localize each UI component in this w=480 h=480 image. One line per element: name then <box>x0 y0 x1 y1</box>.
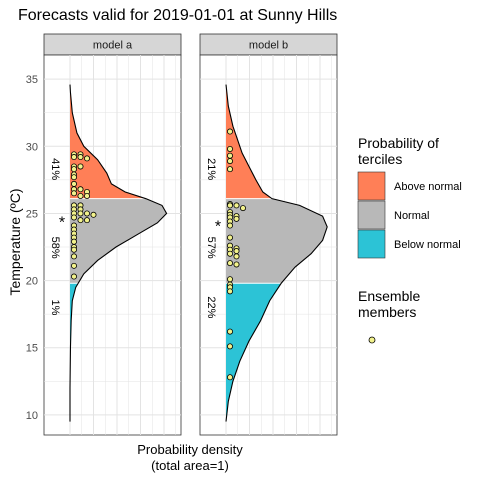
ensemble-member-point <box>233 202 240 209</box>
ensemble-member-point <box>77 154 84 161</box>
legend-member-marker <box>368 336 376 344</box>
legend-label-normal: Normal <box>394 210 429 222</box>
ensemble-member-point <box>71 214 78 221</box>
legend-label-below: Below normal <box>394 239 461 251</box>
density-area-above <box>70 84 146 199</box>
ensemble-member-point <box>77 163 84 170</box>
ensemble-member-point <box>71 154 78 161</box>
ensemble-member-point <box>226 250 233 257</box>
ensemble-mean-marker-model-b: * <box>215 219 221 236</box>
density-areas-model-b <box>225 84 328 422</box>
ensemble-member-point <box>84 155 91 162</box>
ensemble-member-point <box>226 166 233 173</box>
ensemble-member-point <box>226 328 233 335</box>
y-tick-label: 35 <box>26 74 38 86</box>
density-area-below <box>226 283 282 422</box>
ensemble-member-point <box>226 276 233 283</box>
ensemble-member-point <box>71 238 78 245</box>
ensemble-members-model-b <box>226 128 246 381</box>
ensemble-member-point <box>226 288 233 295</box>
legend: Probability of terciles Above normal Nor… <box>357 135 462 344</box>
ensemble-member-point <box>71 190 78 197</box>
ensemble-member-point <box>71 180 78 187</box>
ensemble-mean-marker-model-a: * <box>59 214 65 231</box>
density-curve <box>69 84 168 422</box>
ensemble-members-model-a <box>71 151 97 280</box>
ensemble-member-point <box>77 186 84 193</box>
tercile-labels-model-b: 21% 57% 22% * <box>205 158 221 319</box>
ensemble-member-point <box>226 343 233 350</box>
density-area-below <box>70 283 79 422</box>
ensemble-member-point <box>226 260 233 267</box>
tercile-label-above-model-a: 41% <box>49 158 61 180</box>
ensemble-member-point <box>226 145 233 152</box>
ensemble-member-point <box>233 253 240 260</box>
ensemble-member-point <box>226 202 233 209</box>
ensemble-member-point <box>71 174 78 181</box>
legend-swatch-below <box>357 229 386 259</box>
x-axis-title-line2: (total area=1) <box>151 458 229 473</box>
y-tick-label: 30 <box>26 141 38 153</box>
density-area-normal <box>70 198 167 284</box>
legend-title-line1: Probability of <box>358 135 439 151</box>
ensemble-member-point <box>239 205 246 212</box>
legend-members-title-line1: Ensemble <box>358 288 420 304</box>
ensemble-member-point <box>84 217 91 224</box>
x-axis-title-line1: Probability density <box>137 442 243 457</box>
strip-label-model-a: model a <box>93 40 133 52</box>
legend-label-above: Above normal <box>394 181 462 193</box>
ensemble-member-point <box>77 210 84 217</box>
ensemble-member-point <box>226 152 233 159</box>
ensemble-member-point <box>226 128 233 135</box>
ensemble-member-point <box>233 215 240 222</box>
ensemble-member-point <box>226 234 233 241</box>
legend-swatch-above <box>357 171 386 201</box>
panel-model-a: model a 41% 58% 1% * <box>43 33 182 436</box>
tercile-labels-model-a: 41% 58% 1% * <box>49 158 65 315</box>
ensemble-member-point <box>233 261 240 268</box>
ensemble-member-point <box>71 246 78 253</box>
ensemble-member-point <box>71 273 78 280</box>
tercile-label-below-model-a: 1% <box>49 299 61 315</box>
tercile-label-normal-model-b: 57% <box>205 237 217 259</box>
ensemble-member-point <box>71 262 78 269</box>
ensemble-member-point <box>90 211 97 218</box>
ensemble-member-point <box>84 192 91 199</box>
y-tick-label: 15 <box>26 343 38 355</box>
density-area-normal <box>226 198 328 284</box>
ensemble-member-point <box>226 222 233 229</box>
strip-label-model-b: model b <box>249 40 288 52</box>
ensemble-member-point <box>226 374 233 381</box>
ensemble-member-point <box>77 192 84 199</box>
legend-members-title-line2: members <box>358 304 416 320</box>
y-tick-label: 10 <box>26 410 38 422</box>
panel-model-b: model b 21% 57% 22% * <box>199 33 338 436</box>
y-tick-label: 20 <box>26 276 38 288</box>
legend-title-line2: terciles <box>358 151 402 167</box>
legend-swatch-normal <box>357 200 386 230</box>
tercile-label-normal-model-a: 58% <box>49 237 61 259</box>
ensemble-member-point <box>84 210 91 217</box>
chart-title: Forecasts valid for 2019-01-01 at Sunny … <box>18 7 337 24</box>
density-areas-model-a <box>69 84 168 422</box>
tercile-label-below-model-b: 22% <box>205 296 217 318</box>
y-tick-label: 25 <box>26 208 38 220</box>
y-axis-title: Temperature (ºC) <box>7 188 23 295</box>
density-curve <box>225 84 328 422</box>
ensemble-member-point <box>233 248 240 255</box>
ensemble-member-point <box>226 158 233 165</box>
tercile-label-above-model-b: 21% <box>205 158 217 180</box>
ensemble-member-point <box>71 253 78 260</box>
ensemble-member-point <box>71 166 78 173</box>
ensemble-member-point <box>77 217 84 224</box>
density-area-above <box>226 84 272 199</box>
y-tick-labels: 10 15 20 25 30 35 <box>26 74 38 422</box>
